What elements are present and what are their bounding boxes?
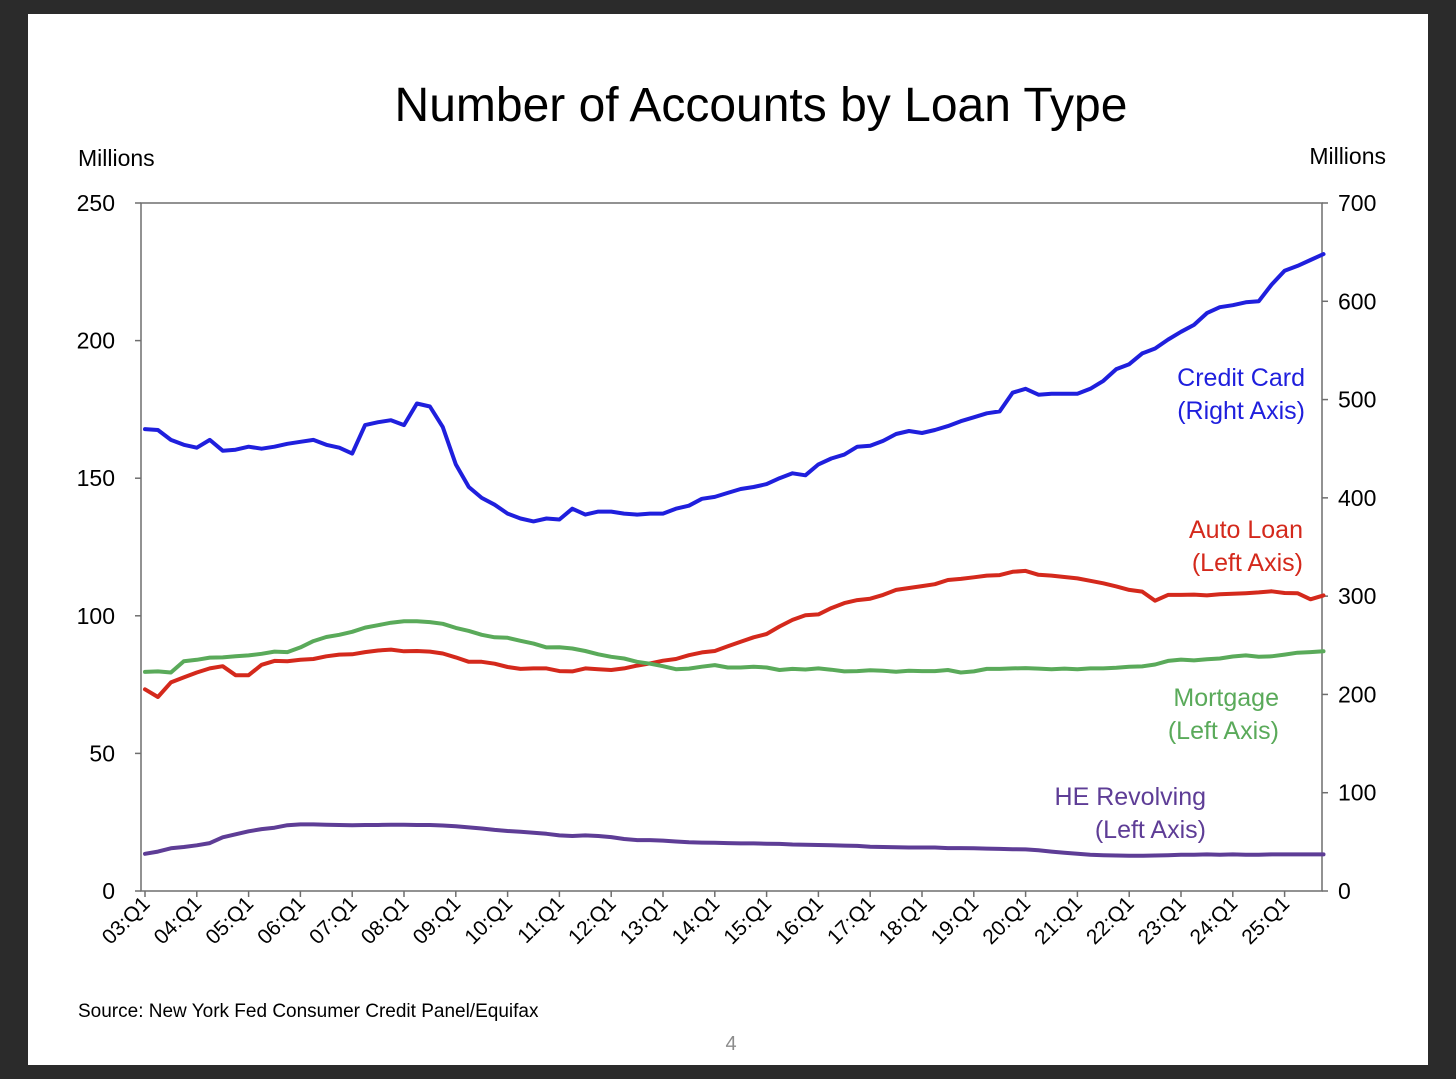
left-tick-label: 150 [77,465,115,491]
series-label-auto-loan: (Left Axis) [1192,549,1303,577]
series-label-he-revolving: (Left Axis) [1095,816,1206,844]
x-tick-label: 11:Q1 [513,892,569,948]
x-tick-label: 17:Q1 [823,892,880,949]
x-tick-label: 20:Q1 [978,892,1035,949]
left-tick-label: 250 [77,190,115,216]
series-label-credit-card: (Right Axis) [1177,397,1305,425]
x-tick-label: 05:Q1 [201,892,258,949]
right-tick-label: 500 [1338,387,1376,413]
x-tick-label: 24:Q1 [1186,892,1243,949]
right-tick-label: 200 [1338,681,1376,707]
right-tick-label: 700 [1338,190,1376,216]
x-tick-label: 21:Q1 [1030,892,1087,949]
page-number: 4 [725,1033,736,1055]
x-tick-label: 25:Q1 [1237,892,1294,949]
right-tick-label: 100 [1338,780,1376,806]
x-tick-label: 10:Q1 [460,892,517,949]
left-tick-label: 200 [77,328,115,354]
x-tick-label: 23:Q1 [1134,892,1191,949]
series-label-credit-card: Credit Card [1177,364,1305,392]
series-label-auto-loan: Auto Loan [1189,516,1303,544]
x-tick-label: 09:Q1 [409,892,466,949]
series-label-mortgage: Mortgage [1173,684,1279,712]
right-tick-label: 400 [1338,485,1376,511]
left-tick-label: 50 [89,740,115,766]
series-line-he-revolving [143,822,1326,858]
left-axis-label: Millions [78,145,155,171]
x-tick-label: 16:Q1 [771,892,828,949]
loan-accounts-chart: Number of Accounts by Loan Type Millions… [77,79,1386,1055]
right-tick-label: 600 [1338,288,1376,314]
series-lines [143,252,1326,858]
series-label-mortgage: (Left Axis) [1168,717,1279,745]
source-note: Source: New York Fed Consumer Credit Pan… [78,1001,539,1022]
series-label-he-revolving: HE Revolving [1055,783,1206,811]
series-line-credit-card [143,252,1326,524]
right-tick-label: 300 [1338,583,1376,609]
right-tick-label: 0 [1338,878,1351,904]
x-tick-label: 12:Q1 [564,892,621,949]
series-line-mortgage [143,619,1326,675]
series-labels: Credit Card (Right Axis) Auto Loan (Left Ax… [1055,364,1305,844]
x-tick-label: 06:Q1 [253,892,310,949]
x-tick-label: 08:Q1 [357,892,414,949]
x-tick-label: 15:Q1 [719,892,776,949]
left-tick-label: 0 [102,878,115,904]
left-tick-label: 100 [77,603,115,629]
x-tick-label: 19:Q1 [927,892,984,949]
chart-title: Number of Accounts by Loan Type [395,79,1128,132]
x-tick-label: 07:Q1 [305,892,362,949]
plot-frame [140,202,1323,892]
x-tick-label: 13:Q1 [616,892,673,949]
slide: Number of Accounts by Loan Type Millions… [28,14,1428,1065]
x-tick-label: 18:Q1 [875,892,932,949]
x-tick-label: 14:Q1 [668,892,725,949]
x-tick-label: 22:Q1 [1082,892,1139,949]
x-tick-label: 04:Q1 [150,892,207,949]
right-axis-label: Millions [1309,143,1386,169]
series-line-auto-loan [143,568,1326,699]
